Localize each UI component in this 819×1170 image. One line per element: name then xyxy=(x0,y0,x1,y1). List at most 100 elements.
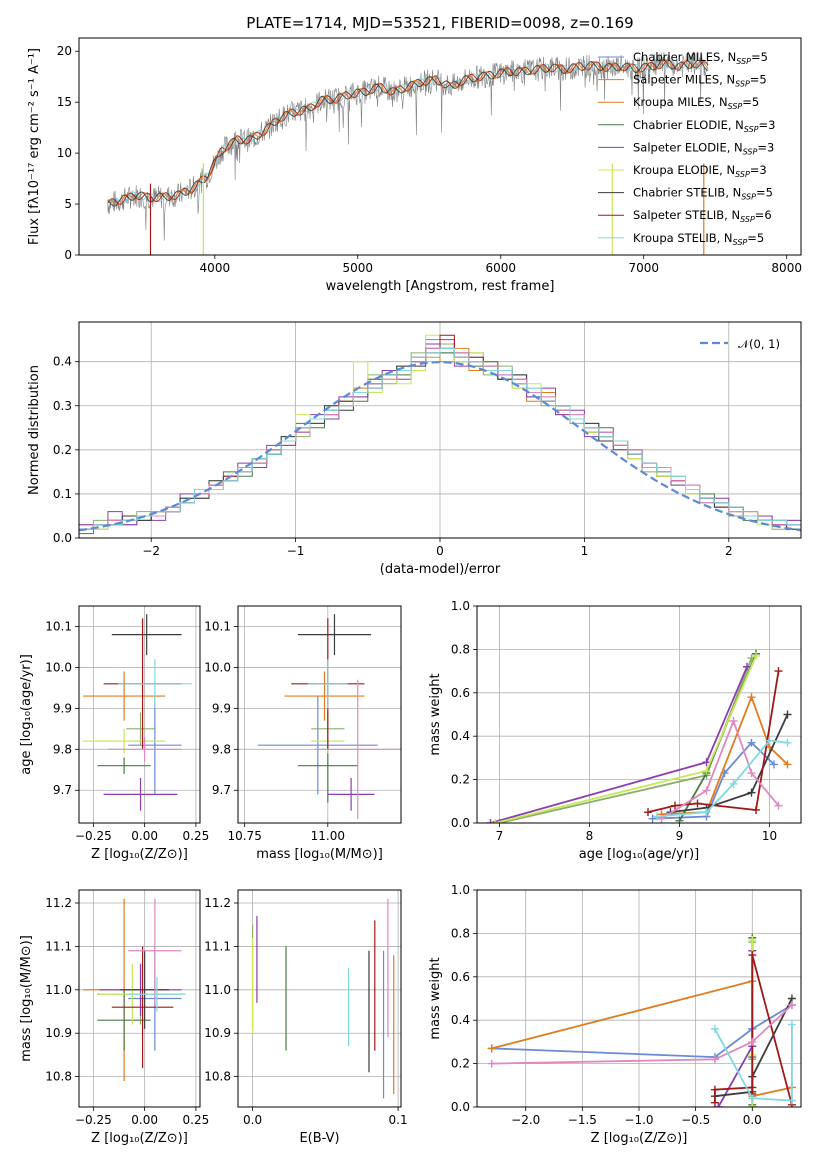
legend-entry: Kroupa STELIB, NSSP=5 xyxy=(633,231,764,247)
x-tick-label: 0.1 xyxy=(389,1113,408,1127)
weight-point-marker xyxy=(787,1096,796,1105)
y-tick-label: 11.2 xyxy=(45,896,72,910)
x-tick-label: 7000 xyxy=(628,261,659,275)
x-axis-label: Z [log₁₀(Z/Z⊙)] xyxy=(91,847,188,862)
panel-age-vs-Z: −0.25 0.00 0.25 9.7 9.8 9.9 10.0 10.1 Z [log₁₀(Z… xyxy=(19,605,210,862)
y-tick-label: 9.8 xyxy=(212,742,231,756)
x-tick-label: 0.25 xyxy=(183,1113,210,1127)
weight-point-marker xyxy=(486,819,495,823)
x-tick-label: −0.25 xyxy=(75,829,112,843)
x-axis-label: Z [log₁₀(Z/Z⊙)] xyxy=(591,1131,688,1146)
weight-point-marker xyxy=(710,1055,719,1064)
weight-point-marker xyxy=(783,738,792,747)
plot-area xyxy=(107,51,709,255)
legend-entry: Chabrier ELODIE, NSSP=3 xyxy=(633,118,775,134)
plot-area xyxy=(79,334,801,538)
y-tick-label: 10.0 xyxy=(45,660,72,674)
y-tick-label: 10.8 xyxy=(45,1070,72,1084)
weight-series-line xyxy=(717,950,754,1107)
weight-series-line xyxy=(491,1004,793,1059)
x-tick-label: 6000 xyxy=(485,261,516,275)
x-tick-label: 2 xyxy=(725,544,733,558)
weight-point-marker xyxy=(702,786,711,795)
legend-entry: Chabrier MILES, NSSP=5 xyxy=(633,50,768,66)
y-tick-label: 15 xyxy=(57,95,72,109)
weight-series-line xyxy=(490,666,748,823)
weight-point-marker xyxy=(693,799,702,808)
x-tick-label: −1.5 xyxy=(568,1113,597,1127)
y-tick-label: 0.8 xyxy=(451,926,470,940)
legend-entry: Chabrier STELIB, NSSP=5 xyxy=(633,186,773,202)
y-tick-label: 9.9 xyxy=(212,701,231,715)
y-axis-label: mass weight xyxy=(428,957,443,1039)
weight-point-marker xyxy=(774,801,783,810)
legend-entry: Kroupa MILES, NSSP=5 xyxy=(633,95,759,111)
y-axis-label: Normed distribution xyxy=(27,365,42,495)
axes-frame xyxy=(237,605,402,824)
weight-point-marker xyxy=(710,1098,719,1107)
weight-point-marker xyxy=(653,812,661,821)
y-tick-label: 20 xyxy=(57,44,72,58)
x-tick-label: 0.0 xyxy=(243,1113,262,1127)
x-axis-label: Z [log₁₀(Z/Z⊙)] xyxy=(91,1131,188,1146)
axes-frame xyxy=(476,605,802,824)
weight-point-marker xyxy=(783,760,792,769)
weight-point-marker xyxy=(770,760,778,769)
y-tick-label: 11.1 xyxy=(45,939,72,953)
weight-series-line xyxy=(714,954,793,1106)
x-tick-label: 5000 xyxy=(343,261,374,275)
y-tick-label: 0.2 xyxy=(451,773,470,787)
weight-point-marker xyxy=(774,667,783,676)
weight-point-marker xyxy=(747,788,756,797)
chart-title: PLATE=1714, MJD=53521, FIBERID=0098, z=0… xyxy=(246,14,633,32)
y-tick-label: 9.9 xyxy=(53,701,72,715)
x-axis-label: wavelength [Angstrom, rest frame] xyxy=(326,279,555,294)
weight-series-line xyxy=(491,1004,793,1065)
legend-entry: 𝒩(0, 1) xyxy=(738,337,780,351)
y-tick-label: 0.3 xyxy=(53,399,72,413)
y-axis-label: mass [log₁₀(M/M⊙)] xyxy=(19,935,34,1062)
panel-weight-vs-Z: −2.0 −1.5 −1.0 −0.5 0.0 0.0 0.2 0.4 0.6 0.8 1.0 Z [… xyxy=(428,883,802,1146)
x-axis-label: (data-model)/error xyxy=(380,562,501,577)
x-axis-label: E(B-V) xyxy=(299,1131,339,1146)
y-tick-label: 0.4 xyxy=(451,1013,470,1027)
y-tick-label: 0.4 xyxy=(53,355,72,369)
weight-point-marker xyxy=(748,951,757,960)
y-tick-label: 0.2 xyxy=(53,443,72,457)
axes-frame xyxy=(78,889,201,1108)
x-tick-label: 7 xyxy=(496,829,504,843)
weight-point-marker xyxy=(752,805,760,814)
y-tick-label: 11.0 xyxy=(204,983,231,997)
y-tick-label: 0.8 xyxy=(451,642,470,656)
y-tick-label: 11.2 xyxy=(204,896,231,910)
y-tick-label: 0.2 xyxy=(451,1057,470,1071)
x-tick-label: 0 xyxy=(436,544,444,558)
x-axis-label: mass [log₁₀(M/M⊙)] xyxy=(256,847,383,862)
weight-point-marker xyxy=(729,717,738,726)
y-tick-label: 10.1 xyxy=(204,619,231,633)
panel-age-vs-mass: 10.75 11.00 9.7 9.8 9.9 10.0 10.1 mass [log₁₀(M… xyxy=(204,605,402,862)
y-tick-label: 9.7 xyxy=(53,783,72,797)
legend-entry: Salpeter MILES, NSSP=5 xyxy=(633,73,767,89)
y-tick-label: 0.6 xyxy=(451,686,470,700)
weight-point-marker xyxy=(491,819,499,823)
x-tick-label: 0.25 xyxy=(183,829,210,843)
plot-area xyxy=(83,614,192,811)
weight-point-marker xyxy=(487,1044,496,1053)
x-tick-label: −2.0 xyxy=(511,1113,540,1127)
y-tick-label: 10.0 xyxy=(204,660,231,674)
y-tick-label: 0.0 xyxy=(451,1100,470,1114)
plot-area xyxy=(83,898,186,1081)
weight-point-marker xyxy=(644,808,652,817)
x-tick-label: 0.00 xyxy=(131,829,158,843)
weight-point-marker xyxy=(675,816,684,823)
x-tick-label: 8 xyxy=(586,829,594,843)
weight-point-marker xyxy=(714,1103,723,1107)
legend-entry: Salpeter ELODIE, NSSP=3 xyxy=(633,140,774,156)
x-tick-label: 8000 xyxy=(771,261,802,275)
panel-mass-vs-Z: −0.25 0.00 0.25 10.8 10.9 11.0 11.1 11.2 Z [log₁… xyxy=(19,889,210,1146)
weight-series-line xyxy=(491,979,793,1098)
y-tick-label: 11.1 xyxy=(204,939,231,953)
y-tick-label: 0.6 xyxy=(451,970,470,984)
weight-point-marker xyxy=(748,1094,757,1103)
